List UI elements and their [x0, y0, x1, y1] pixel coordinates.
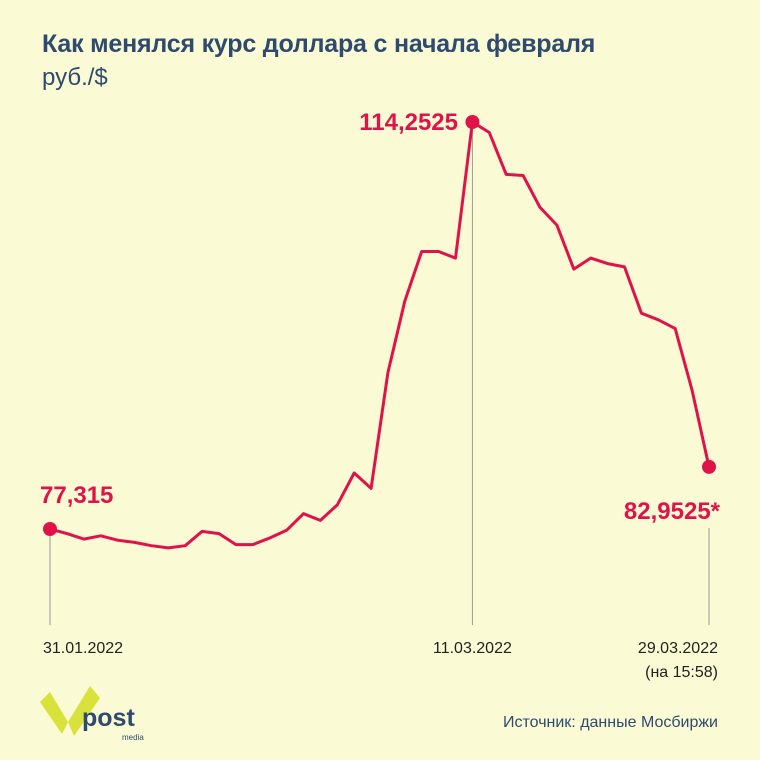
- marker-dot: [465, 115, 480, 129]
- date-label: 31.01.2022: [43, 640, 123, 657]
- chart-title: Как менялся курс доллара с начала феврал…: [42, 30, 596, 58]
- marker-dot: [702, 459, 716, 474]
- value-label: 77,315: [40, 482, 113, 509]
- logo-small-text: media: [122, 733, 144, 742]
- time-note: (на 15:58): [645, 664, 718, 681]
- date-label: 29.03.2022: [638, 640, 718, 657]
- post-media-logo: post media: [40, 686, 144, 742]
- logo-right-shape: [68, 686, 100, 736]
- logo-text: post: [82, 704, 135, 732]
- chart-unit-label: руб./$: [42, 64, 108, 91]
- logo-left-shape: [40, 692, 68, 734]
- value-label: 114,2525: [359, 109, 458, 136]
- date-label: 11.03.2022: [433, 640, 512, 657]
- value-label: 82,9525*: [624, 498, 721, 525]
- marker-dot: [43, 522, 57, 536]
- source-note: Источник: данные Мосбиржи: [503, 714, 718, 731]
- series-line: [48, 120, 711, 550]
